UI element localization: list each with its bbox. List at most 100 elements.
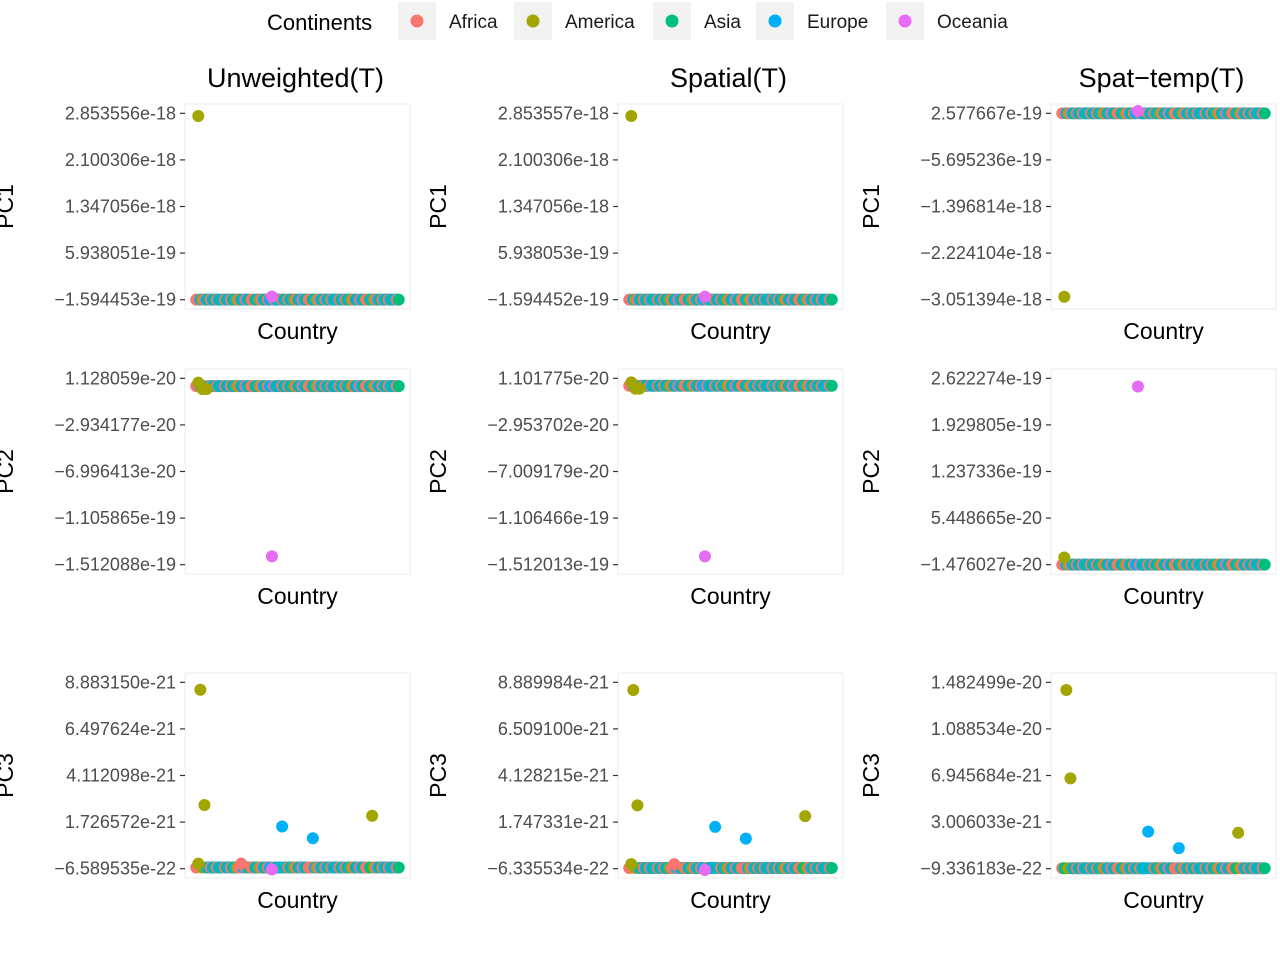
data-point-america <box>198 799 211 812</box>
panel-pc3-3: 1.482499e-20 1.088534e-20 6.945684e-21 3.00… <box>858 672 1277 913</box>
y-tick-label: 5.938053e-19 <box>498 243 609 263</box>
panel-title: Unweighted(T) <box>207 63 384 93</box>
data-point-oceania <box>698 290 711 303</box>
legend-item-europe: Europe <box>756 2 868 40</box>
x-axis-label: Country <box>257 318 338 344</box>
y-tick-label: −1.512088e-19 <box>54 555 176 575</box>
panel-border <box>184 103 411 310</box>
y-tick-label: 4.128215e-21 <box>498 766 609 786</box>
y-tick-label: 5.938051e-19 <box>65 243 176 263</box>
legend-item-america: America <box>514 2 635 40</box>
panel-pc3-2: 8.889984e-21 6.509100e-21 4.128215e-21 1.74… <box>425 672 844 913</box>
legend-item-africa: Africa <box>398 2 498 40</box>
legend-label-oceania: Oceania <box>937 12 1008 33</box>
data-point-europe <box>709 820 722 833</box>
y-tick-label: −1.512013e-19 <box>487 555 609 575</box>
data-point-america <box>366 809 379 822</box>
y-tick-label: −2.953702e-20 <box>487 415 609 435</box>
data-point <box>392 861 405 874</box>
data-point-america <box>1232 826 1245 839</box>
panel-border <box>184 672 411 879</box>
y-tick-label: 6.497624e-21 <box>65 719 176 739</box>
panel-border <box>617 672 844 879</box>
data-point <box>825 293 838 306</box>
y-tick-label: 1.347056e-18 <box>498 197 609 217</box>
data-point-europe <box>1172 842 1185 855</box>
y-tick-label: 2.622274e-19 <box>931 368 1042 388</box>
y-tick-label: −1.105865e-19 <box>54 508 176 528</box>
data-point <box>1258 558 1271 571</box>
x-axis-label: Country <box>1123 887 1204 913</box>
data-point-oceania <box>265 290 278 303</box>
y-tick-label: −1.476027e-20 <box>920 555 1042 575</box>
y-tick-label: 2.853557e-18 <box>498 103 609 123</box>
y-tick-label: −5.695236e-19 <box>920 150 1042 170</box>
panel-pc2-2: 1.101775e-20 −2.953702e-20 −7.009179e-20 −1… <box>425 368 844 609</box>
legend-item-oceania: Oceania <box>886 2 1008 40</box>
y-tick-label: −1.594452e-19 <box>487 290 609 310</box>
data-point <box>392 380 405 393</box>
y-tick-label: 1.726572e-21 <box>65 812 176 832</box>
legend-key-europe <box>768 14 782 28</box>
y-tick-label: −6.589535e-22 <box>54 859 176 879</box>
data-point-america <box>194 683 207 696</box>
y-tick-label: −9.336183e-22 <box>920 859 1042 879</box>
y-tick-label: −1.106466e-19 <box>487 508 609 528</box>
legend-key-oceania <box>898 14 912 28</box>
panel-border <box>1050 103 1277 310</box>
data-point-america <box>1064 772 1077 785</box>
y-tick-label: −3.051394e-18 <box>920 290 1042 310</box>
y-tick-label: 4.112098e-21 <box>66 766 176 786</box>
panel-border <box>1050 672 1277 879</box>
y-tick-label: 1.482499e-20 <box>931 672 1042 692</box>
y-tick-label: −2.224104e-18 <box>920 243 1042 263</box>
panel-border <box>184 368 411 575</box>
panel-title: Spat−temp(T) <box>1079 63 1245 93</box>
y-axis-label: PC1 <box>0 184 18 229</box>
data-point-europe <box>739 832 752 845</box>
y-tick-label: −6.335534e-22 <box>487 859 609 879</box>
panel-border <box>617 368 844 575</box>
legend-title: Continents <box>267 10 372 35</box>
y-tick-label: −1.396814e-18 <box>920 197 1042 217</box>
y-tick-label: −6.996413e-20 <box>54 462 176 482</box>
data-point-america <box>192 857 205 870</box>
y-axis-label: PC3 <box>858 753 884 798</box>
panel-pc1-2: Spatial(T) 2.853557e-18 2.100306e-18 1.3470… <box>425 63 844 344</box>
data-point-oceania <box>698 863 711 876</box>
y-tick-label: −7.009179e-20 <box>487 462 609 482</box>
y-tick-label: 8.889984e-21 <box>498 672 609 692</box>
data-point-europe <box>276 820 289 833</box>
panel-pc2-3: 2.622274e-19 1.929805e-19 1.237336e-19 5.44… <box>858 368 1277 609</box>
data-point <box>1258 862 1271 875</box>
y-axis-label: PC1 <box>425 184 451 229</box>
y-tick-label: 1.747331e-21 <box>498 812 609 832</box>
data-point-america <box>200 382 213 395</box>
data-point-america <box>633 382 646 395</box>
data-point-america <box>625 110 638 123</box>
panel-border <box>1050 368 1277 575</box>
data-point-oceania <box>265 550 278 563</box>
panel-pc2-1: 1.128059e-20 −2.934177e-20 −6.996413e-20 −1… <box>0 368 411 609</box>
y-axis-label: PC3 <box>0 753 18 798</box>
legend-label-america: America <box>565 12 635 33</box>
data-point-oceania <box>698 550 711 563</box>
data-point <box>1258 107 1271 120</box>
legend-key-africa <box>410 14 424 28</box>
y-tick-label: −1.594453e-19 <box>54 290 176 310</box>
data-point-europe <box>306 832 319 845</box>
legend-label-europe: Europe <box>807 12 868 33</box>
y-axis-label: PC1 <box>858 184 884 229</box>
y-axis-label: PC2 <box>425 449 451 494</box>
y-tick-label: 2.853556e-18 <box>65 103 176 123</box>
data-point <box>825 862 838 875</box>
y-axis-label: PC2 <box>0 449 18 494</box>
data-point-oceania <box>1131 380 1144 393</box>
y-tick-label: 3.006033e-21 <box>931 812 1042 832</box>
data-point-africa <box>235 857 248 870</box>
data-point-america <box>1060 683 1073 696</box>
y-tick-label: 2.577667e-19 <box>931 103 1042 123</box>
y-tick-label: 2.100306e-18 <box>498 150 609 170</box>
